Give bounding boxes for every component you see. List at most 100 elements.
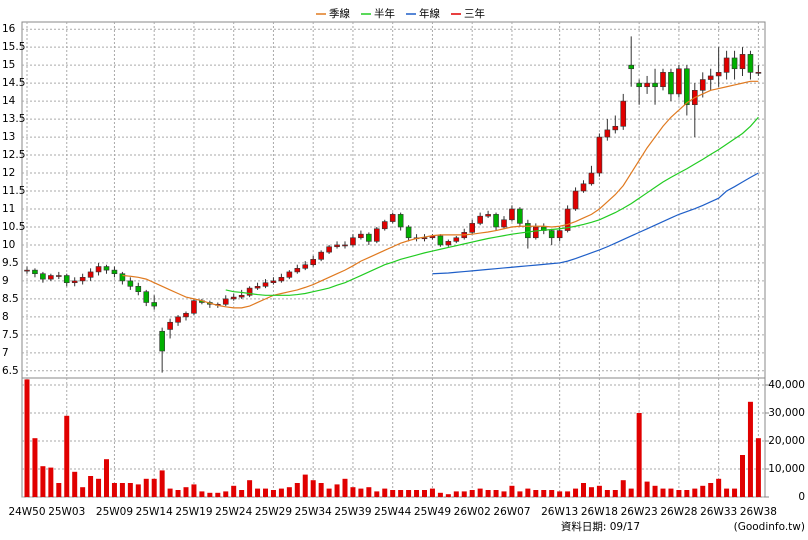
candle-body [604,129,611,138]
y-tick-label: 10.5 [2,221,25,233]
x-tick-label: 25W09 [96,506,133,518]
y-tick-label: 8 [2,311,9,323]
volume-bar [493,490,499,497]
volume-bar [382,488,388,497]
volume-bar [573,488,579,497]
volume-bar [104,459,109,497]
candle-body [445,241,452,246]
y-tick-label: 13 [2,131,15,143]
volume-bar [549,490,555,497]
volume-bar [604,490,610,497]
ma-line [122,80,759,309]
x-tick-label: 26W18 [581,506,618,518]
volume-bar [24,379,30,497]
y-tick-label: 15.5 [2,41,25,53]
volume-bar [374,491,380,497]
volume-bar [740,455,745,497]
candle-body [151,302,157,307]
candle-body [517,208,523,224]
volume-bar [111,483,117,497]
y-tick-label: 9 [2,275,9,287]
volume-bar [278,488,284,497]
volume-bar [263,488,268,497]
volume-bar [469,490,475,497]
candle-body [596,136,603,174]
volume-bar [557,491,563,497]
candle-body [191,300,197,314]
candle-body [135,286,142,292]
candle-body [334,244,340,248]
candle-body [183,312,189,318]
volume-bar [612,490,618,497]
volume-bar [135,484,141,497]
candle-body [246,287,253,296]
candle-body [548,230,555,239]
candle-body [620,100,627,127]
volume-bar [461,491,467,497]
x-tick-label: 26W33 [700,506,737,518]
candle-body [366,233,372,242]
volume-bar [477,488,483,497]
x-tick-label: 25W03 [48,506,85,518]
x-tick-label: 26W02 [454,506,491,518]
volume-bar [747,401,753,497]
y-tick-label: 9.5 [2,257,19,269]
candle-body [302,264,309,269]
volume-bar [56,483,62,497]
volume-bar [358,488,364,497]
candle-body [238,294,245,298]
volume-bar [119,483,125,497]
volume-bar [40,466,46,497]
x-tick-label: 26W07 [493,506,530,518]
candle-body [310,259,317,266]
volume-bar [453,491,459,497]
x-tick-label: 25W39 [334,506,371,518]
candle-body [564,208,571,231]
volume-bar [231,485,237,497]
candle-body [684,68,690,106]
data-date: 資料日期: 09/17 [561,520,640,533]
volume-bar [724,488,730,497]
candle-body [159,330,165,352]
candle-body [469,223,476,233]
y-tick-label: 10 [2,239,15,251]
candle-body [532,226,539,239]
volume-bar [96,478,102,497]
volume-bar [390,490,396,497]
y-tick-label: 6.5 [2,365,19,377]
volume-bar [310,480,316,497]
candle-body [453,237,460,242]
volume-bar [199,491,205,497]
candle-body [572,190,579,210]
candle-body [755,72,762,74]
volume-bar [64,415,70,497]
y-tick-label: 16 [2,23,16,35]
x-tick-label: 25W19 [175,506,212,518]
volume-bar [398,490,404,497]
legend-label: 季線 [329,7,350,20]
volume-bar [708,483,714,497]
candle-body [326,246,332,253]
volume-bar [406,490,412,497]
volume-bar [326,488,332,497]
candle-body [318,251,324,260]
candle-body [405,226,412,239]
x-tick-label: 26W23 [621,506,658,518]
x-tick-label: 25W44 [374,506,411,518]
volume-bar [183,487,189,497]
candle-body [358,233,364,239]
candle-body [397,214,404,228]
y-tick-label: 12.5 [2,149,25,161]
volume-bar [127,483,133,497]
candle-body [127,280,134,287]
y-tick-label: 14 [2,95,16,107]
volume-bar [255,488,261,497]
x-tick-label: 24W50 [8,506,45,518]
volume-bar [350,487,356,497]
volume-bar [732,488,738,497]
candle-body [525,223,531,239]
candle-body [707,75,714,80]
volume-tick-label: 0 [798,491,805,503]
x-tick-label: 26W38 [740,506,777,518]
x-tick-label: 25W29 [255,506,292,518]
